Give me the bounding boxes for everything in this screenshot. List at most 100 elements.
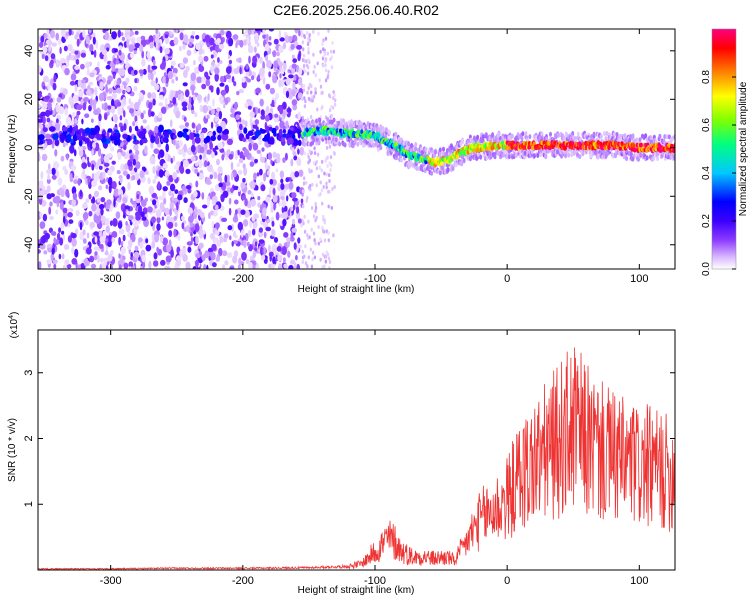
noise-speckle <box>278 45 284 54</box>
noise-speckle <box>243 219 249 227</box>
noise-speckle <box>206 264 209 269</box>
noise-speckle <box>89 43 94 53</box>
noise-speckle <box>325 145 329 150</box>
noise-speckle <box>178 45 182 52</box>
noise-speckle <box>148 35 154 44</box>
noise-speckle <box>138 237 143 243</box>
noise-speckle <box>243 39 247 46</box>
noise-speckle <box>328 108 332 113</box>
noise-speckle <box>211 200 216 205</box>
noise-band-blob <box>69 125 73 134</box>
noise-speckle <box>251 228 256 236</box>
noise-speckle <box>207 93 210 102</box>
noise-speckle <box>239 151 244 160</box>
noise-speckle <box>331 41 334 45</box>
noise-speckle <box>88 29 92 34</box>
noise-speckle <box>55 32 59 41</box>
noise-speckle <box>218 182 223 188</box>
noise-speckle <box>167 70 174 80</box>
noise-band-blob <box>79 128 84 133</box>
noise-speckle <box>194 162 199 167</box>
noise-speckle <box>56 232 61 241</box>
noise-speckle <box>225 156 228 161</box>
noise-speckle <box>111 237 115 243</box>
noise-speckle <box>164 152 169 161</box>
trace-halo <box>407 141 411 147</box>
trace-halo <box>502 152 506 158</box>
noise-speckle <box>299 29 304 38</box>
noise-speckle <box>288 181 294 190</box>
noise-band-blob <box>141 138 148 144</box>
trace-halo <box>589 153 593 159</box>
noise-speckle <box>65 116 72 126</box>
noise-speckle <box>46 29 50 36</box>
colorbar-tick-label: 0.2 <box>701 214 712 228</box>
noise-band-blob <box>117 138 121 147</box>
noise-speckle <box>77 145 83 151</box>
noise-speckle <box>123 144 127 151</box>
noise-speckle <box>291 54 296 59</box>
noise-speckle <box>261 147 265 152</box>
noise-speckle <box>239 66 242 75</box>
noise-speckle <box>330 104 333 109</box>
noise-speckle <box>216 107 221 112</box>
trace-halo <box>350 119 353 125</box>
noise-speckle <box>310 169 313 174</box>
noise-speckle <box>287 209 291 217</box>
noise-speckle <box>254 241 258 247</box>
noise-speckle <box>172 67 178 74</box>
trace-halo <box>462 157 466 163</box>
noise-speckle <box>323 238 327 243</box>
noise-speckle <box>162 186 168 192</box>
noise-speckle <box>157 153 161 160</box>
noise-speckle <box>60 189 65 198</box>
trace-halo <box>602 131 606 137</box>
noise-speckle <box>68 29 72 36</box>
noise-speckle <box>76 104 83 111</box>
noise-speckle <box>142 68 147 75</box>
noise-speckle <box>228 49 232 57</box>
colorbar-tick-label: 0.6 <box>701 118 712 132</box>
noise-speckle <box>155 36 160 45</box>
noise-speckle <box>179 32 184 41</box>
noise-speckle <box>92 99 97 106</box>
trace-halo <box>318 117 322 123</box>
noise-speckle <box>194 112 198 118</box>
noise-speckle <box>247 189 252 195</box>
noise-speckle <box>114 114 118 123</box>
noise-speckle <box>153 252 158 260</box>
noise-speckle <box>175 110 181 119</box>
noise-speckle <box>62 88 68 96</box>
noise-speckle <box>73 179 78 185</box>
trace-halo <box>599 134 603 139</box>
noise-speckle <box>43 250 48 255</box>
noise-speckle <box>159 63 166 70</box>
noise-speckle <box>324 59 327 63</box>
noise-speckle <box>252 264 256 269</box>
noise-speckle <box>258 227 263 233</box>
noise-speckle <box>76 110 81 116</box>
noise-speckle <box>134 172 140 181</box>
noise-speckle <box>301 97 304 102</box>
noise-speckle <box>139 44 144 53</box>
noise-speckle <box>182 57 188 64</box>
noise-speckle <box>253 213 259 219</box>
noise-band-blob <box>297 139 302 146</box>
noise-speckle <box>198 230 204 239</box>
noise-speckle <box>51 167 56 176</box>
noise-speckle <box>304 244 307 249</box>
noise-speckle <box>85 219 89 226</box>
noise-speckle <box>56 118 59 124</box>
trace-halo <box>338 141 342 147</box>
noise-speckle <box>60 57 66 64</box>
noise-speckle <box>153 260 159 267</box>
noise-speckle <box>98 113 102 122</box>
snr-ytick-label: 1 <box>23 501 35 507</box>
noise-speckle <box>233 81 237 87</box>
noise-speckle <box>151 240 156 249</box>
noise-speckle <box>216 158 220 166</box>
noise-speckle <box>103 29 109 32</box>
noise-speckle <box>261 214 267 219</box>
noise-speckle <box>93 246 99 251</box>
noise-speckle <box>103 162 110 167</box>
